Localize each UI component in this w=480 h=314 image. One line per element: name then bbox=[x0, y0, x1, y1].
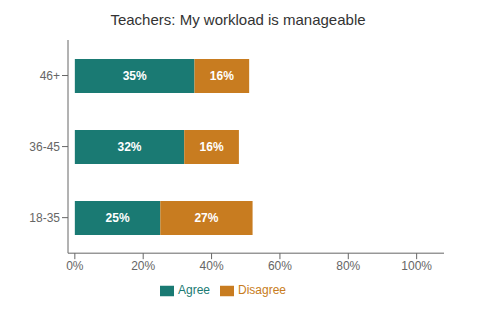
svg-text:25%: 25% bbox=[106, 211, 130, 225]
svg-text:0%: 0% bbox=[66, 259, 84, 273]
svg-text:16%: 16% bbox=[200, 140, 224, 154]
svg-text:80%: 80% bbox=[336, 259, 360, 273]
svg-text:100%: 100% bbox=[401, 259, 432, 273]
svg-text:18-35: 18-35 bbox=[29, 211, 60, 225]
svg-text:40%: 40% bbox=[200, 259, 224, 273]
svg-text:35%: 35% bbox=[123, 69, 147, 83]
svg-text:27%: 27% bbox=[194, 211, 218, 225]
html-text:Agree: Agree bbox=[178, 283, 210, 298]
svg-text:36-45: 36-45 bbox=[29, 140, 60, 154]
svg-text:46+: 46+ bbox=[40, 69, 60, 83]
svg-text:20%: 20% bbox=[131, 259, 155, 273]
svg-text:16%: 16% bbox=[210, 69, 234, 83]
svg-text:32%: 32% bbox=[118, 140, 142, 154]
html-text:Disagree: Disagree bbox=[238, 283, 286, 298]
svg-text:60%: 60% bbox=[268, 259, 292, 273]
html-text:Teachers: My workload is manag: Teachers: My workload is manageable bbox=[110, 11, 366, 28]
